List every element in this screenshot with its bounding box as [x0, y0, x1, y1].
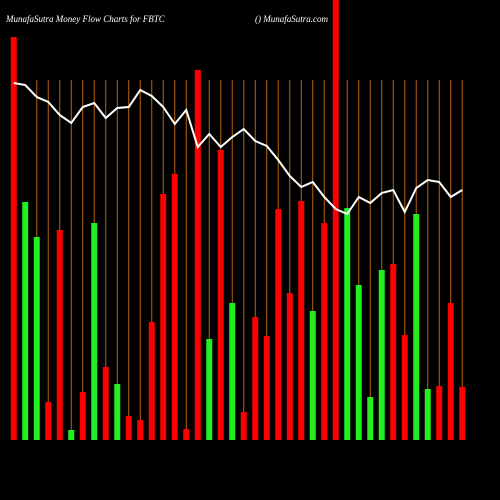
bar	[56, 230, 63, 440]
bar	[355, 285, 362, 440]
bar	[367, 397, 374, 440]
bar	[424, 389, 431, 440]
bar	[183, 429, 190, 440]
bar	[252, 317, 259, 440]
bar	[22, 202, 29, 440]
bar	[91, 223, 98, 440]
bar	[148, 322, 155, 440]
bar	[286, 293, 293, 440]
bar	[33, 237, 40, 440]
bar	[10, 37, 17, 440]
bar	[401, 335, 408, 440]
bar	[171, 174, 178, 440]
price-line	[13, 82, 463, 216]
bar	[229, 303, 236, 440]
bar	[194, 70, 201, 440]
bar	[275, 209, 282, 440]
bar	[263, 336, 270, 440]
bar	[79, 392, 86, 440]
bar	[125, 416, 132, 440]
bar	[160, 194, 167, 440]
bar	[68, 430, 75, 440]
bar	[240, 412, 247, 440]
bar	[114, 384, 121, 440]
bar	[378, 270, 385, 440]
bar	[332, 0, 339, 440]
bar	[436, 386, 443, 440]
bar	[217, 150, 224, 440]
bar	[309, 311, 316, 440]
bar	[390, 264, 397, 440]
bar	[298, 201, 305, 440]
bar	[459, 387, 466, 440]
bar	[206, 339, 213, 440]
bar	[447, 303, 454, 440]
bar	[137, 420, 144, 440]
bar	[45, 402, 52, 440]
chart-title: MunafaSutra Money Flow Charts for FBTC	[5, 14, 166, 24]
bar	[102, 367, 109, 440]
bar	[321, 223, 328, 440]
bar	[413, 214, 420, 440]
bar	[344, 208, 351, 440]
chart-subtitle: () MunafaSutra.com	[255, 14, 328, 24]
